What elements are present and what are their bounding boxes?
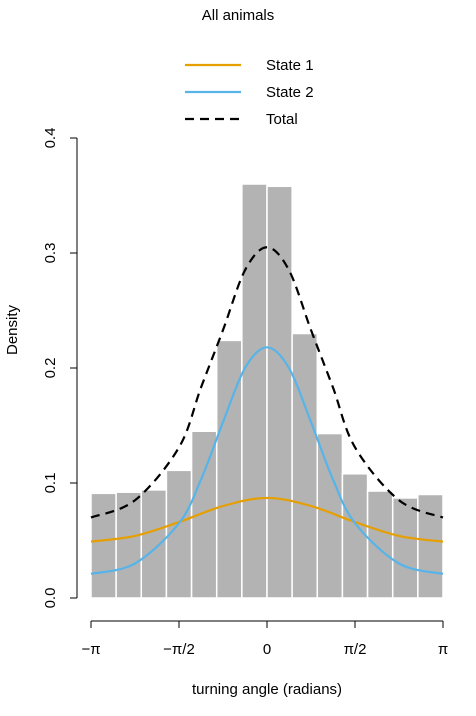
y-tick-label: 0.3 [42,243,59,264]
histogram-bar [341,473,369,599]
series-line-state-1 [90,496,444,543]
x-tick-label: π/2 [344,641,367,658]
histogram-bar [266,185,293,599]
y-axis: 0.0 0.1 0.2 0.3 0.4 [42,128,78,609]
x-axis-title: turning angle (radians) [192,681,342,698]
legend: State 1 State 2 Total [185,57,314,128]
x-axis: −π −π/2 0 π/2 π [81,620,448,658]
legend-label: State 1 [266,57,314,74]
histogram-bars [90,183,444,599]
series-line-total [90,246,444,519]
x-tick-label: −π/2 [163,641,195,658]
legend-label: Total [266,111,298,128]
histogram-bar [391,497,419,599]
x-tick-label: −π [81,641,100,658]
x-tick-label: 0 [263,641,271,658]
histogram-bar [140,489,168,599]
x-tick-label: π [438,641,448,658]
y-tick-label: 0.4 [42,128,59,149]
y-tick-label: 0.1 [42,473,59,494]
histogram-bar [241,183,268,599]
y-tick-label: 0.0 [42,588,59,609]
histogram-bar [190,430,218,599]
y-tick-label: 0.2 [42,358,59,379]
histogram-bar [366,490,394,599]
histogram-bar [291,332,319,599]
histogram-bar [417,493,444,599]
histogram-bar [215,339,243,599]
series-line-state-2 [90,346,444,575]
legend-label: State 2 [266,84,314,101]
histogram-bar [115,491,143,599]
chart-title: All animals [202,7,275,24]
density-curves [90,246,444,575]
histogram-bar [90,492,117,599]
y-axis-title: Density [4,304,21,355]
